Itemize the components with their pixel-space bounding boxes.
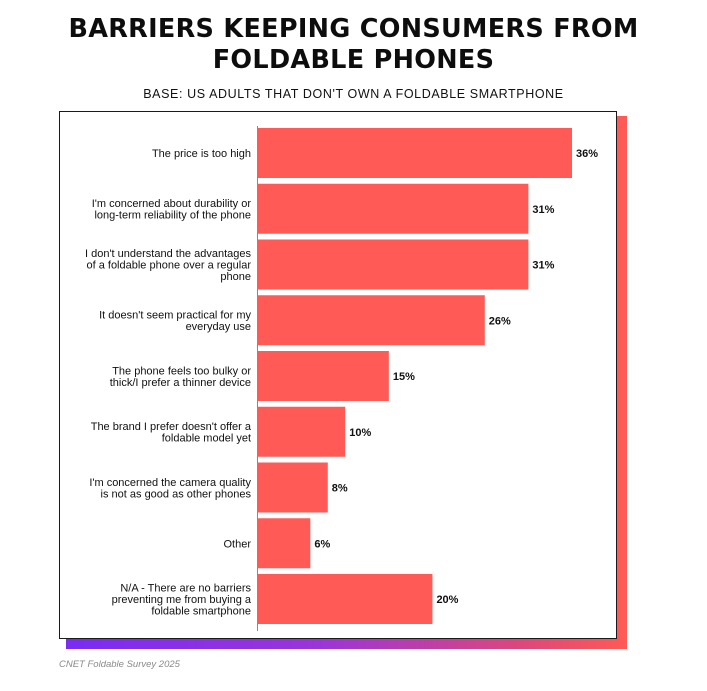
bar [258, 351, 389, 401]
category-label-line: long-term reliability of the phone [94, 210, 251, 222]
bar-value-label: 15% [393, 371, 415, 383]
category-label: The brand I prefer doesn't offer a foldab… [91, 421, 252, 445]
category-label-line: I don't understand the advantages [85, 248, 252, 260]
category-label-line: Other [223, 538, 251, 550]
bar [258, 295, 485, 346]
bar [258, 128, 572, 178]
bar-value-label: 10% [349, 427, 371, 439]
bar [258, 462, 328, 513]
category-label: I don't understand the advantages of a fo… [85, 248, 252, 283]
category-label: Other [223, 538, 251, 550]
category-label-line: It doesn't seem practical for my [99, 310, 251, 322]
category-label-line: phone [220, 271, 251, 283]
category-label: The price is too high [152, 148, 251, 160]
bar-value-label: 31% [532, 204, 554, 216]
source-note: CNET Foldable Survey 2025 [59, 659, 180, 670]
chart-title-line-1: BARRIERS KEEPING CONSUMERS FROM [68, 14, 639, 44]
category-label: The phone feels too bulky or thick/I pref… [110, 365, 252, 389]
bar-value-label: 6% [314, 538, 330, 550]
panel-shadow-gradient [66, 638, 627, 649]
category-label-line: is not as good as other phones [101, 488, 252, 500]
chart-title-line-2: FOLDABLE PHONES [212, 45, 495, 75]
category-label-line: The brand I prefer doesn't offer a [91, 421, 252, 433]
category-label: It doesn't seem practical for my everyday… [99, 310, 251, 334]
bar [258, 574, 433, 624]
category-label-line: foldable model yet [162, 433, 251, 445]
category-label-line: I'm concerned about durability or [92, 198, 252, 210]
category-label-line: The phone feels too bulky or [112, 365, 251, 377]
bar-value-label: 20% [436, 594, 458, 606]
bar-value-label: 36% [576, 148, 598, 160]
category-label-line: thick/I prefer a thinner device [110, 377, 251, 389]
bar-value-label: 8% [332, 483, 348, 495]
category-label: I'm concerned about durability or long-te… [92, 198, 252, 222]
bar [258, 406, 346, 457]
category-label-line: N/A - There are no barriers [120, 583, 251, 595]
category-label-line: preventing me from buying a [112, 594, 252, 606]
category-label: N/A - There are no barriers preventing me… [112, 583, 252, 618]
bar [258, 183, 529, 234]
category-label-line: The price is too high [152, 148, 251, 160]
category-label-line: foldable smartphone [151, 606, 251, 618]
category-label: I'm concerned the camera quality is not a… [89, 477, 251, 501]
category-axis-line [257, 126, 258, 631]
bar [258, 239, 529, 290]
category-label-line: everyday use [186, 321, 251, 333]
category-label-line: of a foldable phone over a regular [86, 260, 251, 272]
bar-value-label: 31% [532, 260, 554, 272]
bar [258, 518, 311, 569]
bar-value-label: 26% [489, 315, 511, 327]
category-label-line: I'm concerned the camera quality [89, 477, 251, 489]
chart-title: BARRIERS KEEPING CONSUMERS FROM FOLDABLE… [0, 14, 707, 76]
chart-subtitle: BASE: US ADULTS THAT DON'T OWN A FOLDABL… [143, 87, 564, 101]
